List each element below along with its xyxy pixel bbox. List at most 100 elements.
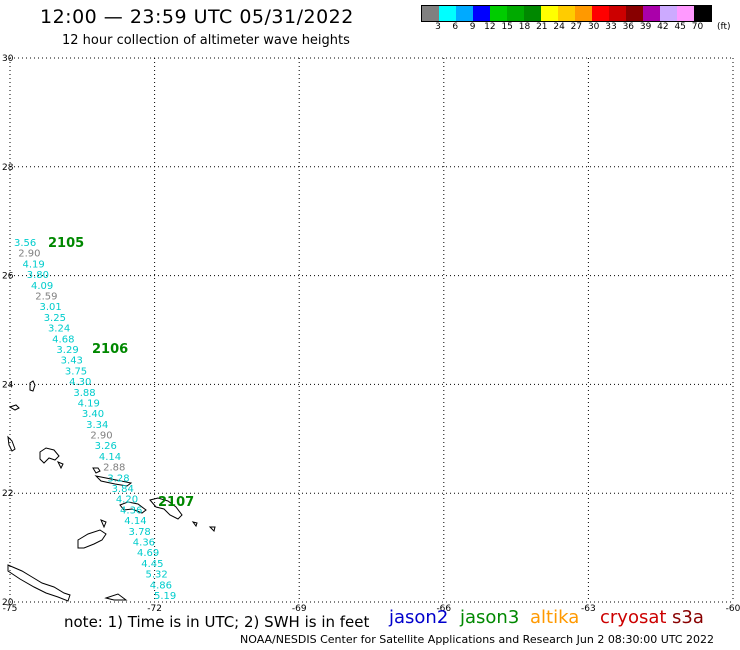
color-swatch (694, 6, 711, 21)
lat-tick-label: 28 (2, 163, 14, 173)
color-scale-label: 3 (435, 22, 441, 32)
color-swatch (541, 6, 558, 21)
color-scale-bar (421, 5, 712, 22)
color-scale-label: 45 (674, 22, 686, 32)
wave-height-label: 3.75 (65, 366, 87, 377)
color-swatch (422, 6, 439, 21)
wave-height-label: 4.14 (124, 516, 146, 527)
lon-tick-label: -75 (3, 604, 18, 614)
lat-tick-label: 20 (2, 598, 14, 608)
wave-height-label: 3.25 (44, 313, 66, 324)
color-scale-label: 15 (501, 22, 513, 32)
pass-number-label: 2107 (158, 495, 194, 510)
coastline (56, 461, 64, 470)
wave-height-label: 3.28 (107, 473, 129, 484)
color-scale-label: 12 (484, 22, 496, 32)
wave-height-label: 4.86 (150, 580, 172, 591)
pass-labels: 2105 2106 2107 (48, 236, 194, 510)
coastline (149, 497, 183, 520)
color-swatch (439, 6, 456, 21)
color-swatch (524, 6, 541, 21)
wave-height-label: 4.19 (22, 259, 44, 270)
wave-height-label: 4.36 (120, 505, 142, 516)
coastline (94, 475, 133, 487)
coastline (104, 593, 128, 601)
lon-tick-label: -66 (436, 604, 451, 614)
lon-tick-label: -72 (147, 604, 162, 614)
credit-line: NOAA/NESDIS Center for Satellite Applica… (240, 633, 715, 646)
lon-tick-label: -63 (581, 604, 596, 614)
color-swatch (677, 6, 694, 21)
wave-height-label: 3.43 (61, 356, 83, 367)
satellite-legend-entry: cryosat (600, 607, 667, 628)
lat-tick-label: 24 (2, 380, 14, 390)
color-scale-label: 18 (518, 22, 531, 32)
wave-height-label: 4.14 (99, 452, 121, 463)
color-scale-label: 30 (587, 22, 600, 32)
color-scale-label: 9 (469, 22, 476, 32)
coastline (119, 501, 147, 514)
color-scale-label: 42 (657, 22, 669, 32)
satellite-legend-entry: s3a (672, 607, 704, 628)
color-swatch (626, 6, 643, 21)
coastline (7, 564, 71, 602)
pass-number-label: 2106 (92, 342, 128, 357)
color-swatch (473, 6, 490, 21)
wave-height-label: 3.40 (82, 409, 104, 420)
wave-height-label: 3.56 (14, 238, 36, 249)
wave-height-label: 4.68 (52, 334, 74, 345)
wave-height-label: 3.29 (56, 345, 78, 356)
lat-tick-label: 30 (2, 54, 14, 64)
wave-height-label: 4.30 (69, 377, 91, 388)
color-swatch (660, 6, 677, 21)
wave-height-label: 3.80 (27, 270, 49, 281)
color-scale-label: 24 (553, 22, 565, 32)
color-swatch (507, 6, 524, 21)
coastline (77, 529, 107, 549)
color-scale-label: 21 (536, 22, 548, 32)
coastline (191, 521, 198, 528)
coastline (8, 404, 20, 411)
color-swatch (643, 6, 660, 21)
page-subtitle: 12 hour collection of altimeter wave hei… (62, 33, 350, 48)
wave-height-label: 2.90 (18, 249, 40, 260)
color-swatch (592, 6, 609, 21)
wave-height-label: 4.19 (78, 398, 100, 409)
lat-tick-label: 26 (2, 272, 14, 282)
wave-height-label: 5.32 (146, 570, 168, 581)
color-scale-label: 36 (622, 22, 635, 32)
axis-tick-labels: -75 -72 -69 -66 -63 -60 30 28 26 24 22 20 (2, 54, 740, 614)
wave-height-label: 2.59 (35, 291, 57, 302)
color-scale-unit: (ft) (717, 22, 731, 32)
color-scale-label: 27 (570, 22, 583, 32)
land-outlines (7, 380, 216, 602)
coastline (29, 380, 36, 392)
pass-number-label: 2105 (48, 236, 84, 251)
page-title: 12:00 — 23:59 UTC 05/31/2022 (40, 6, 354, 28)
wave-height-label: 4.36 (133, 538, 155, 549)
wave-height-label: 4.45 (141, 559, 163, 570)
color-swatch (609, 6, 626, 21)
lon-tick-label: -69 (292, 604, 307, 614)
color-scale-label: 33 (605, 22, 617, 32)
wave-height-label: 4.09 (31, 281, 53, 292)
color-scale-label: 70 (691, 22, 704, 32)
coastline (39, 447, 60, 464)
wave-height-label: 2.88 (103, 463, 125, 474)
wave-height-label: 3.84 (112, 484, 134, 495)
wave-height-label: 2.90 (90, 431, 112, 442)
wave-height-label: 3.01 (39, 302, 61, 313)
coastline (208, 526, 216, 532)
footnote: note: 1) Time is in UTC; 2) SWH is in fe… (64, 613, 370, 631)
wave-height-label: 3.24 (48, 324, 70, 335)
wave-height-label: 4.20 (116, 495, 138, 506)
map-grid (9, 57, 734, 603)
coastline (100, 519, 107, 529)
wave-height-label: 5.19 (154, 591, 176, 602)
color-swatch (575, 6, 592, 21)
color-scale-label: 6 (452, 22, 459, 32)
satellite-legend-entry: jason3 (460, 607, 520, 628)
color-swatch (490, 6, 507, 21)
